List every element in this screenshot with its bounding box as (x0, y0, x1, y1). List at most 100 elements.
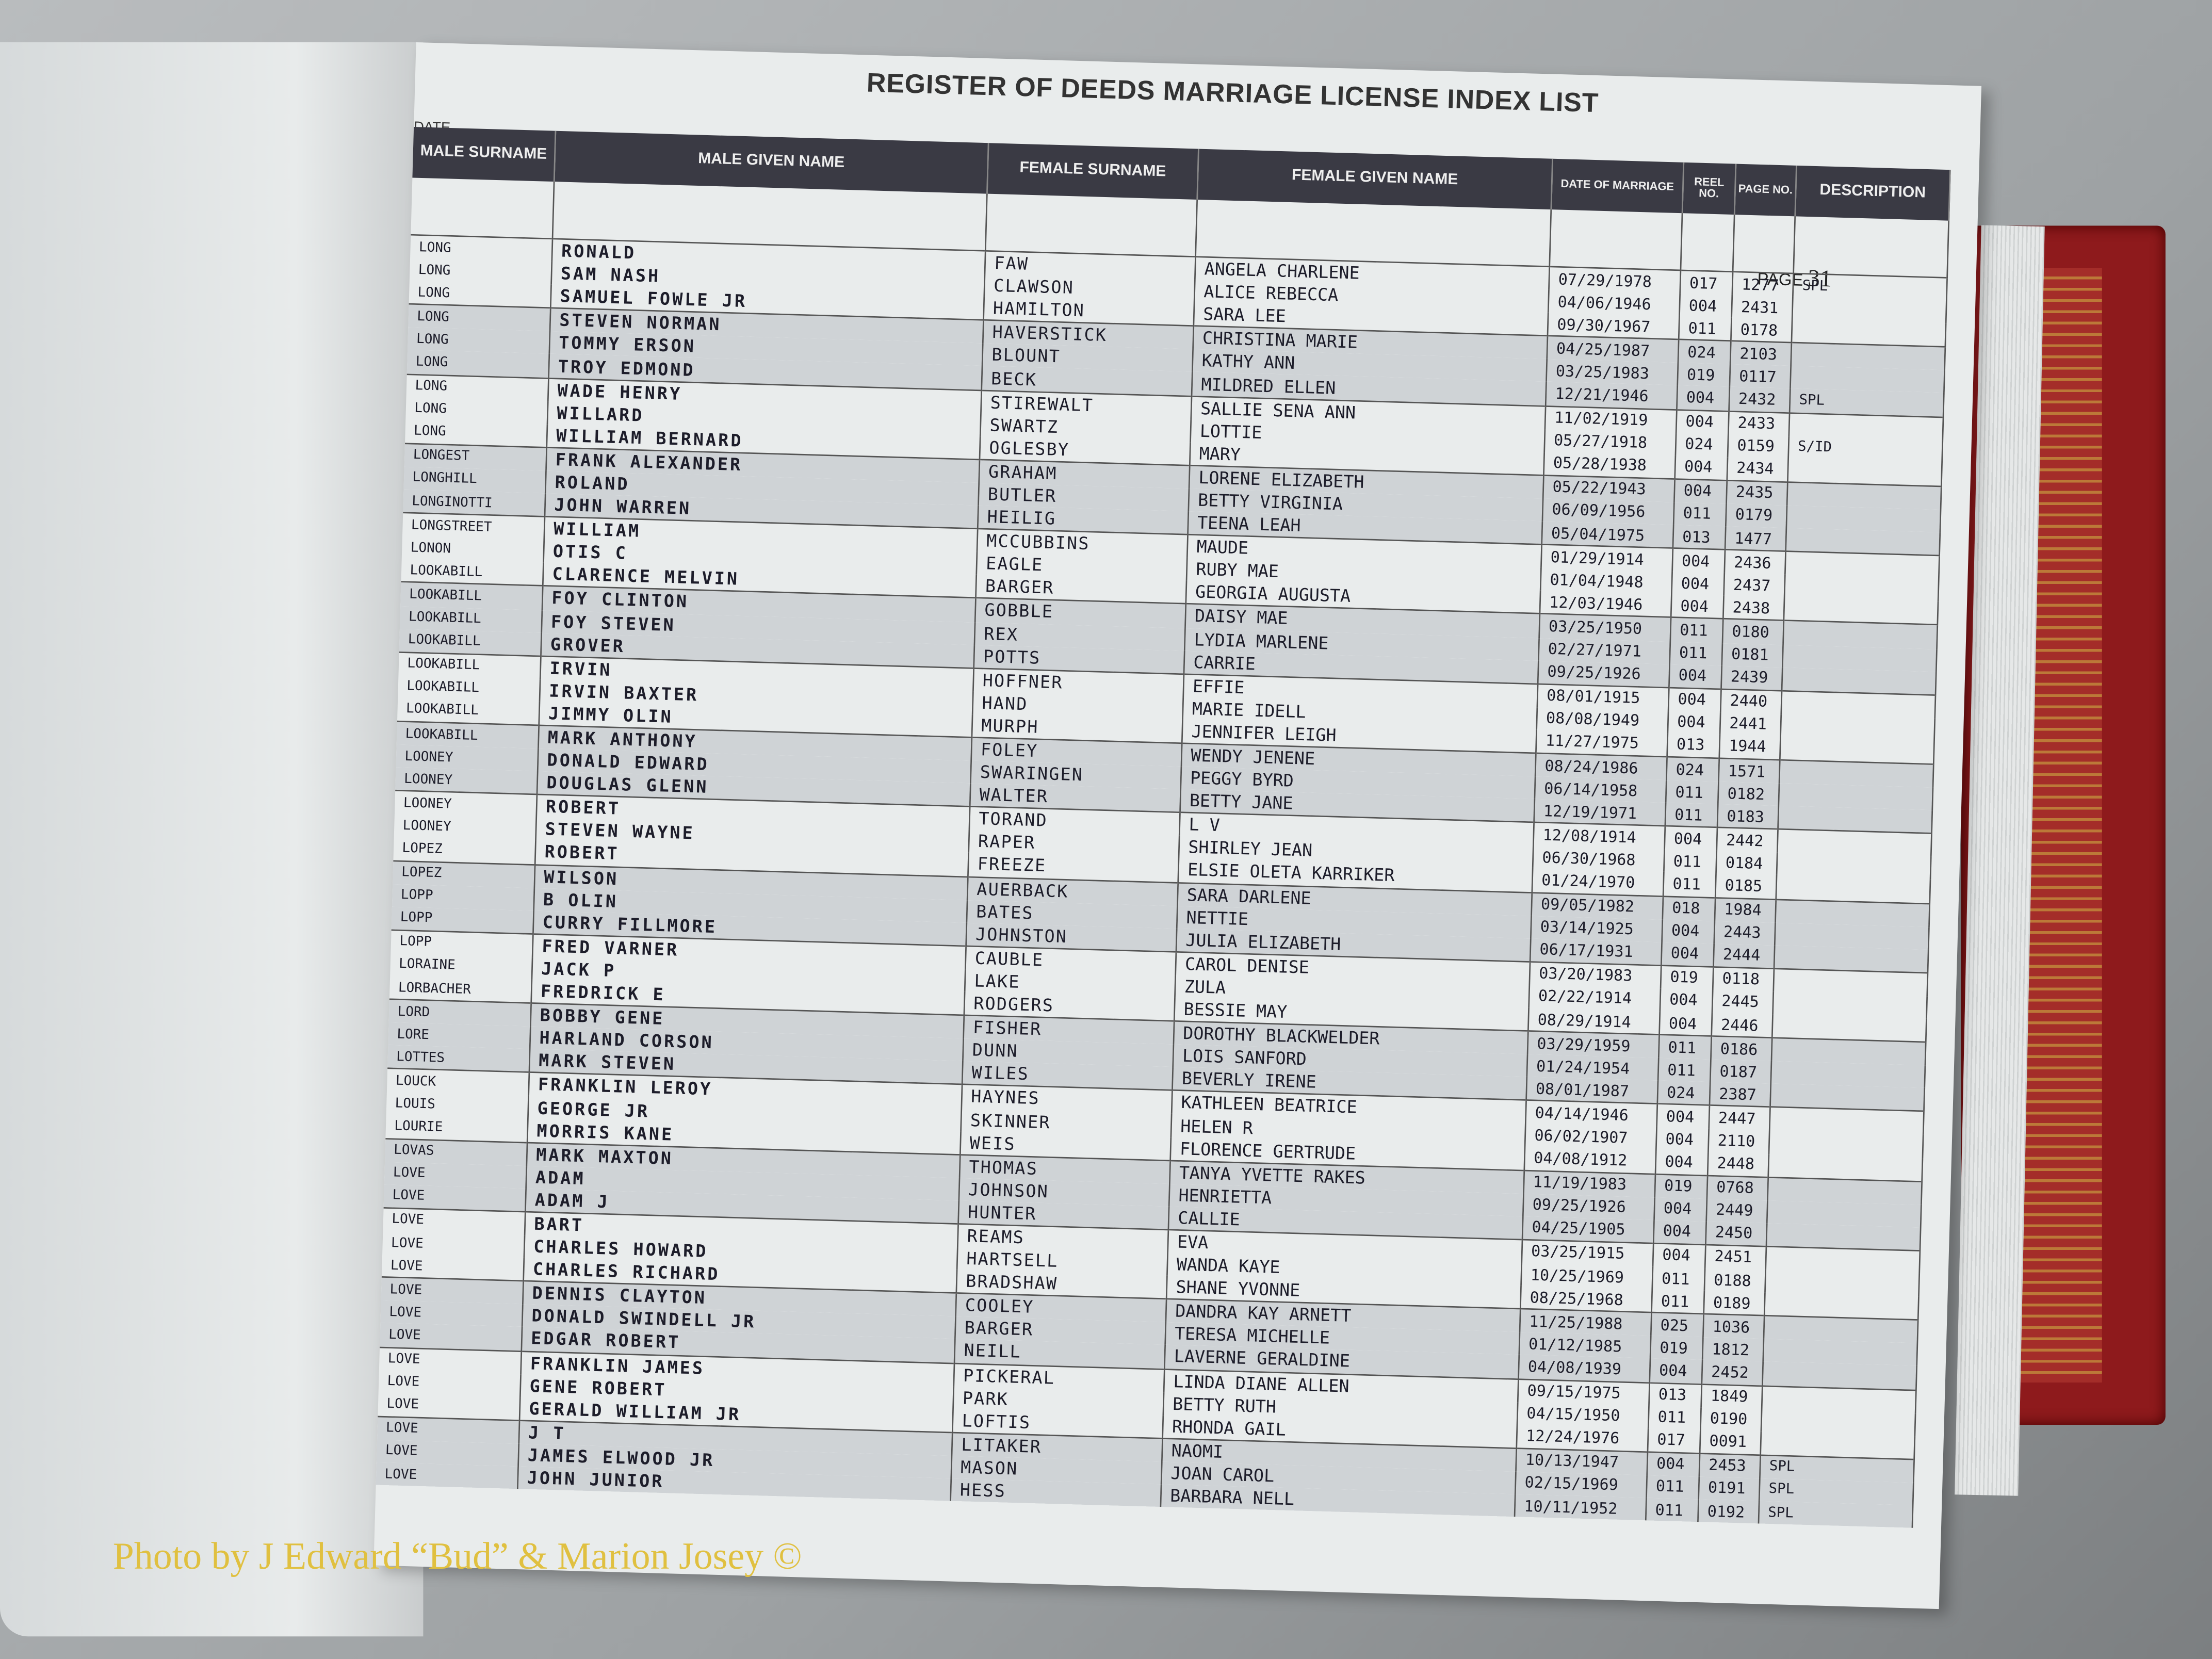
reel-no: 004 (1672, 548, 1726, 573)
reel-no: 019 (1661, 965, 1714, 990)
reel-no: 011 (1646, 1475, 1699, 1500)
male-surname: LOOKABILL (399, 628, 542, 656)
page-no: 0091 (1700, 1429, 1761, 1455)
marriage-date: 01/24/1970 (1532, 868, 1664, 896)
page-no: 2450 (1705, 1221, 1767, 1247)
marriage-date: 12/24/1976 (1516, 1424, 1649, 1452)
male-surname: LOVE (376, 1439, 519, 1467)
reel-no: 011 (1658, 1058, 1711, 1083)
page-no: 2103 (1730, 341, 1792, 367)
page-no: 0117 (1729, 364, 1791, 389)
reel-no: 018 (1662, 896, 1716, 921)
marriage-date: 11/25/1988 (1520, 1309, 1652, 1337)
page-no: 0180 (1722, 619, 1784, 644)
col-date: DATE OF MARRIAGE (1551, 158, 1684, 214)
male-surname: LOTTES (387, 1045, 530, 1073)
male-surname: LOVE (378, 1393, 521, 1421)
male-surname: LONG (409, 258, 552, 285)
reel-no: 004 (1671, 594, 1724, 620)
marriage-date: 02/15/1969 (1515, 1471, 1647, 1498)
male-surname: LONG (406, 373, 549, 401)
male-surname: LOOKABILL (400, 582, 543, 610)
reel-no: 011 (1648, 1405, 1701, 1430)
page-no: 2442 (1716, 827, 1778, 853)
reel-no: 013 (1649, 1382, 1702, 1407)
marriage-date: 01/24/1954 (1526, 1054, 1659, 1081)
page-no: 0182 (1718, 782, 1780, 806)
reel-no: 011 (1652, 1266, 1705, 1291)
description: SPL (1758, 1501, 1913, 1528)
page-no: 1477 (1725, 526, 1786, 551)
male-surname: LONG (409, 281, 551, 308)
reel-no: 024 (1675, 432, 1729, 457)
male-surname: LONG (410, 235, 553, 263)
marriage-date: 08/29/1914 (1528, 1007, 1660, 1035)
reel-no: 011 (1666, 780, 1719, 805)
reel-no: 017 (1680, 270, 1733, 296)
reel-no: 019 (1650, 1336, 1703, 1360)
male-surname: LOVE (380, 1300, 523, 1327)
male-surname: LOVE (380, 1323, 523, 1351)
male-surname: LOVAS (385, 1138, 528, 1166)
male-surname: LONG (408, 304, 551, 332)
male-surname: LOOKABILL (400, 606, 542, 632)
male-surname: LORAINE (390, 953, 533, 980)
marriage-date: 11/02/1919 (1544, 405, 1677, 433)
male-surname: LOVE (383, 1208, 526, 1235)
page-no: 0159 (1728, 434, 1789, 459)
reel-no: 024 (1666, 756, 1719, 782)
col-reel: REEL NO. (1682, 162, 1736, 215)
male-surname: LOOKABILL (398, 675, 541, 702)
page-no: 2451 (1705, 1244, 1766, 1270)
male-surname: LOURIE (385, 1115, 528, 1143)
marriage-date: 04/08/1939 (1518, 1355, 1651, 1382)
reel-no: 011 (1665, 803, 1718, 828)
page-no: 0190 (1700, 1407, 1762, 1432)
reel-no: 004 (1647, 1452, 1700, 1477)
marriage-date: 06/02/1907 (1525, 1124, 1657, 1150)
page-no: 2447 (1709, 1105, 1770, 1131)
marriage-date: 05/22/1943 (1543, 475, 1675, 502)
marriage-date: 04/14/1946 (1525, 1100, 1657, 1128)
col-page: PAGE NO. (1734, 164, 1797, 217)
male-surname: LOONEY (395, 767, 538, 795)
marriage-date: 04/06/1946 (1548, 290, 1680, 317)
marriage-date: 11/27/1975 (1536, 729, 1668, 757)
page-no: 2433 (1728, 411, 1790, 436)
page-no: 0179 (1726, 503, 1787, 528)
page-no: 1277 (1732, 271, 1794, 297)
marriage-date: 08/01/1987 (1526, 1077, 1658, 1104)
marriage-date: 08/25/1968 (1520, 1286, 1652, 1313)
photo-credit: Photo by J Edward “Bud” & Marion Josey © (112, 1535, 802, 1577)
reel-no: 019 (1654, 1174, 1708, 1199)
marriage-date: 03/20/1983 (1529, 962, 1662, 989)
reel-no: 004 (1653, 1219, 1706, 1245)
page-title: REGISTER OF DEEDS MARRIAGE LICENSE INDEX… (866, 69, 1599, 119)
page-no: 1036 (1703, 1314, 1765, 1340)
male-surname: LOPEZ (393, 860, 535, 888)
male-surname: LOOKABILL (398, 652, 541, 679)
reel-no: 013 (1672, 525, 1726, 550)
marriage-date: 06/30/1968 (1533, 845, 1665, 873)
page-no: 2435 (1726, 480, 1788, 506)
page-no: 0184 (1716, 851, 1778, 876)
male-surname: LONG (405, 397, 548, 424)
male-surname: LOUIS (386, 1092, 529, 1119)
marriage-date: 09/25/1926 (1538, 660, 1670, 688)
marriage-date: 06/09/1956 (1542, 498, 1674, 525)
male-surname: LOVE (377, 1416, 520, 1444)
page-no: 0186 (1711, 1036, 1772, 1062)
male-surname: LOVE (376, 1462, 518, 1489)
reel-no: 004 (1671, 572, 1725, 596)
page-no: 2448 (1707, 1151, 1769, 1177)
page-no: 0191 (1698, 1476, 1760, 1501)
register-page: DATE REGISTER OF DEEDS MARRIAGE LICENSE … (373, 42, 1982, 1609)
male-surname: LOOKABILL (401, 559, 544, 587)
male-surname: LOVE (382, 1231, 525, 1258)
reel-no: 004 (1669, 663, 1722, 689)
marriage-date: 03/14/1925 (1531, 915, 1663, 942)
reel-no: 011 (1670, 617, 1723, 643)
marriage-date: 04/08/1912 (1524, 1146, 1656, 1174)
reel-no: 011 (1663, 872, 1716, 898)
page-no: 0185 (1715, 873, 1777, 899)
